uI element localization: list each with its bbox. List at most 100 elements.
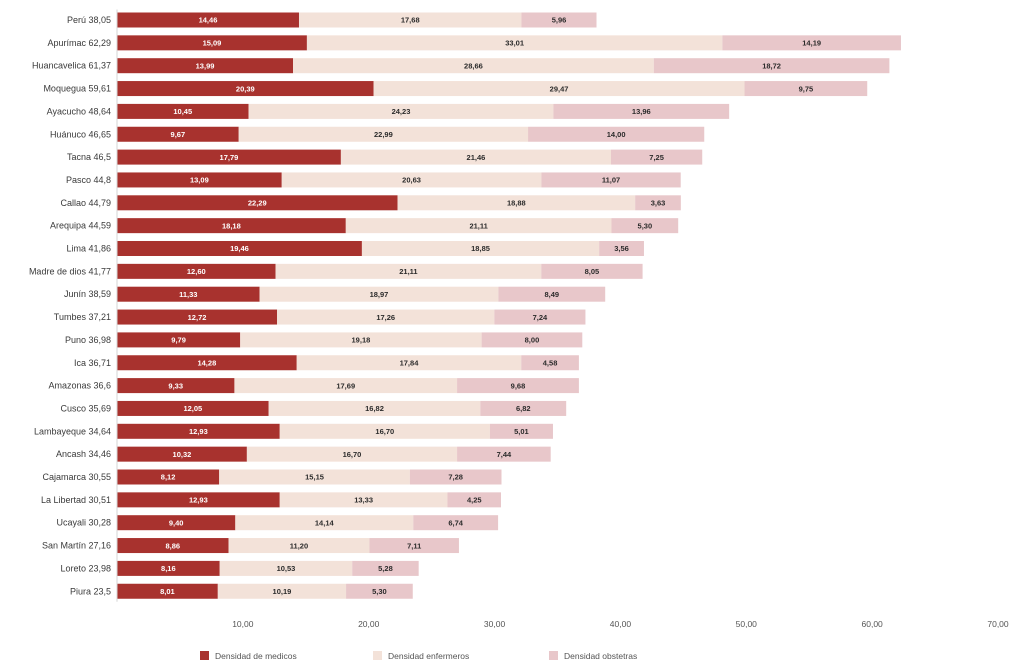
data-label: 13,33: [354, 496, 373, 505]
data-label: 16,82: [365, 404, 384, 413]
bar-segment-medicos: [117, 126, 239, 142]
data-label: 20,63: [402, 176, 421, 185]
data-label: 4,58: [543, 358, 558, 367]
category-label: Huancavelica 61,37: [32, 61, 111, 71]
legend: Densidad de medicos Densidad enfermeros De…: [200, 651, 637, 661]
bar-segment-enfermeros: [246, 446, 458, 462]
bar-segment-enfermeros: [298, 12, 522, 28]
data-label: 13,09: [190, 176, 209, 185]
bar-segment-obstetras: [541, 263, 643, 279]
data-label: 28,66: [464, 61, 483, 70]
legend-label: Densidad enfermeros: [388, 651, 469, 661]
category-label: Ayacucho 48,64: [47, 106, 111, 116]
data-label: 33,01: [505, 39, 524, 48]
category-label: Lambayeque 34,64: [34, 426, 111, 436]
bar-segment-medicos: [117, 492, 280, 508]
legend-swatch: [373, 651, 382, 660]
bar-segment-obstetras: [553, 103, 730, 119]
data-label: 5,28: [378, 564, 393, 573]
category-label: Tacna 46,5: [67, 152, 111, 162]
bar-segment-medicos: [117, 58, 294, 74]
bar-segment-medicos: [117, 241, 362, 256]
legend-label: Densidad de medicos: [215, 651, 297, 661]
data-label: 17,79: [220, 153, 239, 162]
bar-segment-enfermeros: [345, 218, 612, 234]
category-label: Perú 38,05: [67, 15, 111, 25]
legend-label: Densidad obstetras: [564, 651, 637, 661]
data-label: 8,00: [525, 336, 540, 345]
x-tick-label: 10,00: [232, 619, 254, 629]
data-label: 10,53: [277, 564, 296, 573]
data-label: 8,86: [165, 541, 180, 550]
bar-segment-medicos: [117, 469, 220, 485]
category-label: Loreto 23,98: [60, 563, 111, 573]
bar-segment-obstetras: [611, 218, 679, 234]
data-label: 8,01: [160, 587, 175, 596]
data-label: 15,09: [203, 39, 222, 48]
data-label: 12,72: [188, 313, 207, 322]
category-label: Moquegua 59,61: [43, 84, 111, 94]
bar-segment-enfermeros: [219, 560, 353, 576]
bar-segment-enfermeros: [397, 195, 636, 211]
bar-segment-medicos: [117, 332, 241, 348]
bar-segment-medicos: [117, 103, 249, 119]
bar-segment-enfermeros: [340, 149, 611, 165]
bar-segment-medicos: [117, 35, 307, 51]
data-label: 5,01: [514, 427, 529, 436]
category-label: Ucayali 30,28: [56, 518, 111, 528]
data-label: 6,74: [448, 518, 463, 527]
data-label: 21,11: [399, 267, 417, 276]
data-label: 17,84: [400, 358, 420, 367]
category-label: Piura 23,5: [70, 586, 111, 596]
bar-segment-obstetras: [521, 355, 579, 371]
data-label: 7,25: [649, 153, 664, 162]
bar-segment-obstetras: [528, 126, 705, 142]
data-label: 15,15: [305, 473, 324, 482]
data-label: 9,75: [799, 84, 814, 93]
data-label: 12,93: [189, 496, 208, 505]
bar-segment-obstetras: [653, 58, 890, 74]
bar-segment-medicos: [117, 195, 398, 211]
data-label: 14,14: [315, 518, 335, 527]
data-label: 14,28: [197, 358, 216, 367]
data-label: 9,67: [171, 130, 186, 139]
bar-segment-enfermeros: [293, 58, 654, 74]
bar-segment-enfermeros: [217, 583, 347, 599]
bars-layer: 14,46 17,68 5,96 15,09 33,01 14,19 13,99 28,66 1…: [117, 12, 901, 599]
data-label: 21,46: [467, 153, 486, 162]
data-label: 9,40: [169, 518, 184, 527]
bar-segment-medicos: [117, 149, 341, 165]
data-label: 12,60: [187, 267, 206, 276]
bar-segment-medicos: [117, 446, 247, 462]
data-label: 19,46: [230, 244, 249, 253]
data-label: 13,96: [632, 107, 651, 116]
legend-swatch: [200, 651, 209, 660]
bar-segment-enfermeros: [219, 469, 410, 485]
bar-segment-obstetras: [457, 446, 551, 462]
category-label: Ica 36,71: [74, 358, 111, 368]
legend-swatch: [549, 651, 558, 660]
data-label: 9,79: [171, 336, 186, 345]
category-labels: Perú 38,05 Apurímac 62,29 Huancavelica 61,…: [29, 15, 111, 596]
x-tick-label: 60,00: [862, 619, 884, 629]
bar-segment-enfermeros: [279, 492, 448, 508]
data-label: 6,82: [516, 404, 531, 413]
data-label: 22,29: [248, 199, 267, 208]
bar-segment-obstetras: [352, 560, 419, 576]
data-label: 5,96: [552, 16, 567, 25]
data-label: 18,18: [222, 221, 241, 230]
bar-segment-enfermeros: [248, 103, 554, 119]
bar-segment-enfermeros: [361, 241, 600, 256]
category-label: Callao 44,79: [60, 198, 111, 208]
bar-segment-obstetras: [744, 81, 868, 97]
bar-segment-medicos: [117, 355, 297, 371]
bar-segment-medicos: [117, 309, 278, 325]
data-label: 16,70: [375, 427, 394, 436]
data-label: 10,45: [173, 107, 192, 116]
data-label: 14,46: [199, 16, 218, 25]
x-tick-label: 70,00: [987, 619, 1009, 629]
category-label: Cusco 35,69: [60, 403, 111, 413]
bar-segment-medicos: [117, 378, 235, 394]
bar-segment-enfermeros: [275, 263, 542, 279]
bar-segment-obstetras: [498, 286, 606, 302]
